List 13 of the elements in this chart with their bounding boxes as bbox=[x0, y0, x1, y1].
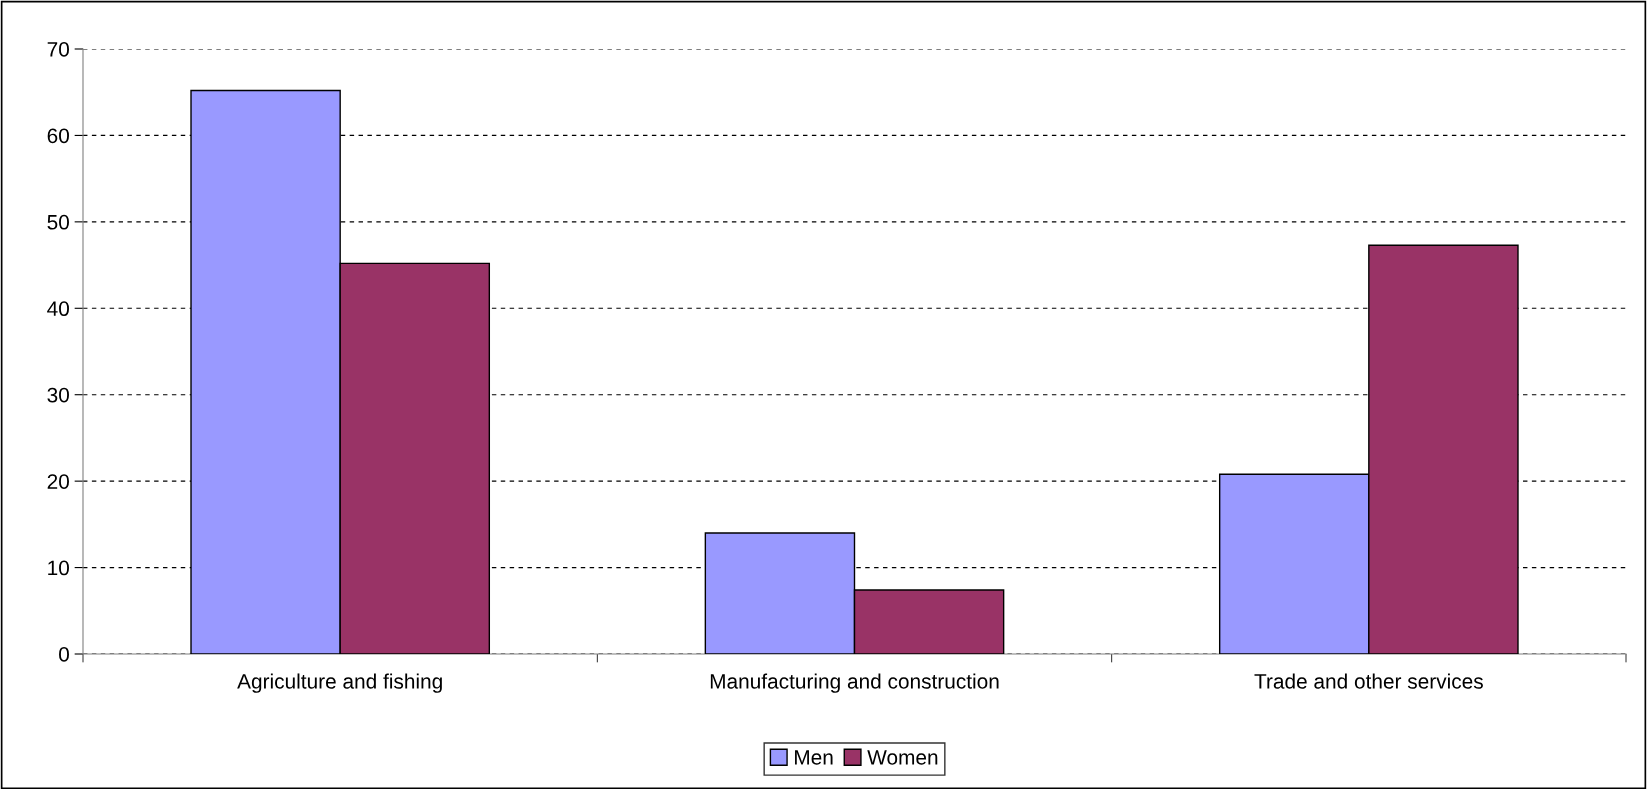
y-tick-label: 60 bbox=[47, 128, 69, 144]
y-tick-label: 50 bbox=[47, 214, 69, 230]
y-tick-label: 30 bbox=[47, 387, 69, 403]
y-tick-label: 70 bbox=[47, 42, 69, 57]
x-tick-label: Agriculture and fishing bbox=[237, 673, 442, 693]
legend-label: Women bbox=[867, 750, 938, 765]
y-tick-label: 40 bbox=[47, 301, 69, 317]
y-tick-label: 20 bbox=[47, 474, 69, 489]
y-tick-label: 10 bbox=[48, 560, 69, 576]
x-tick-label: Manufacturing and construction bbox=[710, 673, 999, 693]
x-tick-label: Trade and other services bbox=[1254, 673, 1483, 689]
legend-label: Men bbox=[795, 750, 833, 765]
y-tick-label: 0 bbox=[59, 647, 69, 662]
